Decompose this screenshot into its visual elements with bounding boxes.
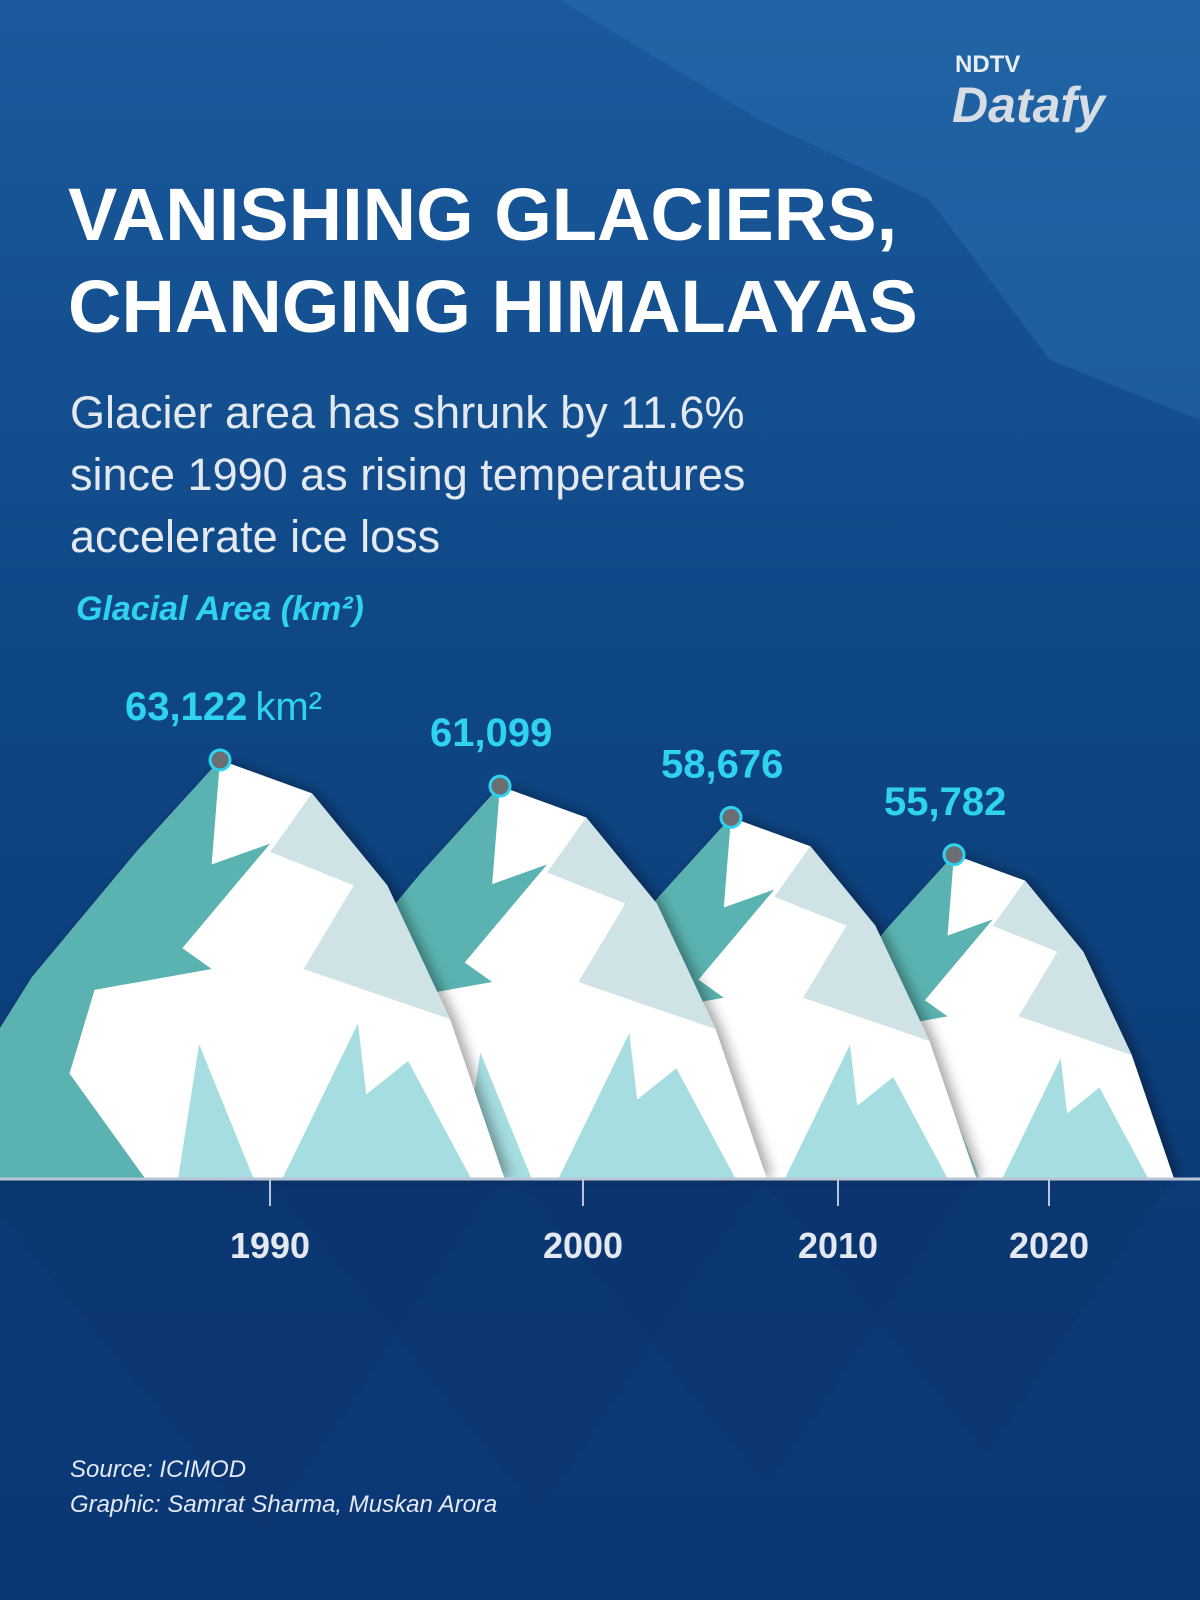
glacier-face-dark: [0, 759, 271, 1178]
x-tick-label: 2010: [798, 1225, 878, 1266]
title-line: CHANGING HIMALAYAS: [68, 265, 918, 348]
x-tick-label: 2020: [1009, 1225, 1089, 1266]
peak-dot: [719, 805, 743, 829]
x-tick-label: 1990: [230, 1225, 310, 1266]
x-tick-label: 2000: [543, 1225, 623, 1266]
glacier-face-light: [992, 880, 1132, 1056]
value-number: 55,782: [884, 780, 1006, 824]
brand-ndtv: NDTV: [955, 51, 1020, 78]
glacier-face-light: [270, 793, 450, 1020]
subtitle-line: Glacier area has shrunk by 11.6%: [70, 387, 745, 438]
value-label: 63,122 km²: [125, 685, 322, 729]
value-number: 58,676: [661, 742, 783, 786]
source: Source: ICIMOD: [70, 1456, 246, 1483]
glacier-face-light: [547, 817, 716, 1030]
glacier-facet: [1002, 1058, 1148, 1178]
brand-datafy: Datafy: [952, 77, 1107, 133]
subtitle-line: accelerate ice loss: [70, 511, 440, 562]
value-label: 61,099: [430, 711, 552, 755]
glacier: [0, 759, 505, 1178]
peak-dot: [208, 748, 232, 772]
peak-dot: [942, 843, 966, 867]
credit: Graphic: Samrat Sharma, Muskan Arora: [70, 1491, 497, 1518]
subtitle-line: since 1990 as rising temperatures: [70, 449, 745, 500]
glacier-face-light: [774, 846, 930, 1041]
value-number: 61,099: [430, 711, 552, 755]
value-label: 55,782: [884, 780, 1006, 824]
axis-label: Glacial Area (km²): [76, 590, 364, 628]
value-label: 58,676: [661, 742, 783, 786]
peak-dot: [488, 774, 512, 798]
glacier-facet: [785, 1044, 948, 1178]
value-unit: km²: [255, 685, 322, 729]
ice-texture: [560, 0, 1200, 420]
title-line: VANISHING GLACIERS,: [68, 173, 897, 256]
glacier-facet: [282, 1023, 471, 1178]
water: [0, 1178, 1200, 1600]
value-number: 63,122: [125, 685, 247, 729]
glacier-facet: [558, 1032, 736, 1178]
glacier-facet: [178, 1044, 254, 1178]
logo: NDTV Datafy: [952, 51, 1107, 133]
